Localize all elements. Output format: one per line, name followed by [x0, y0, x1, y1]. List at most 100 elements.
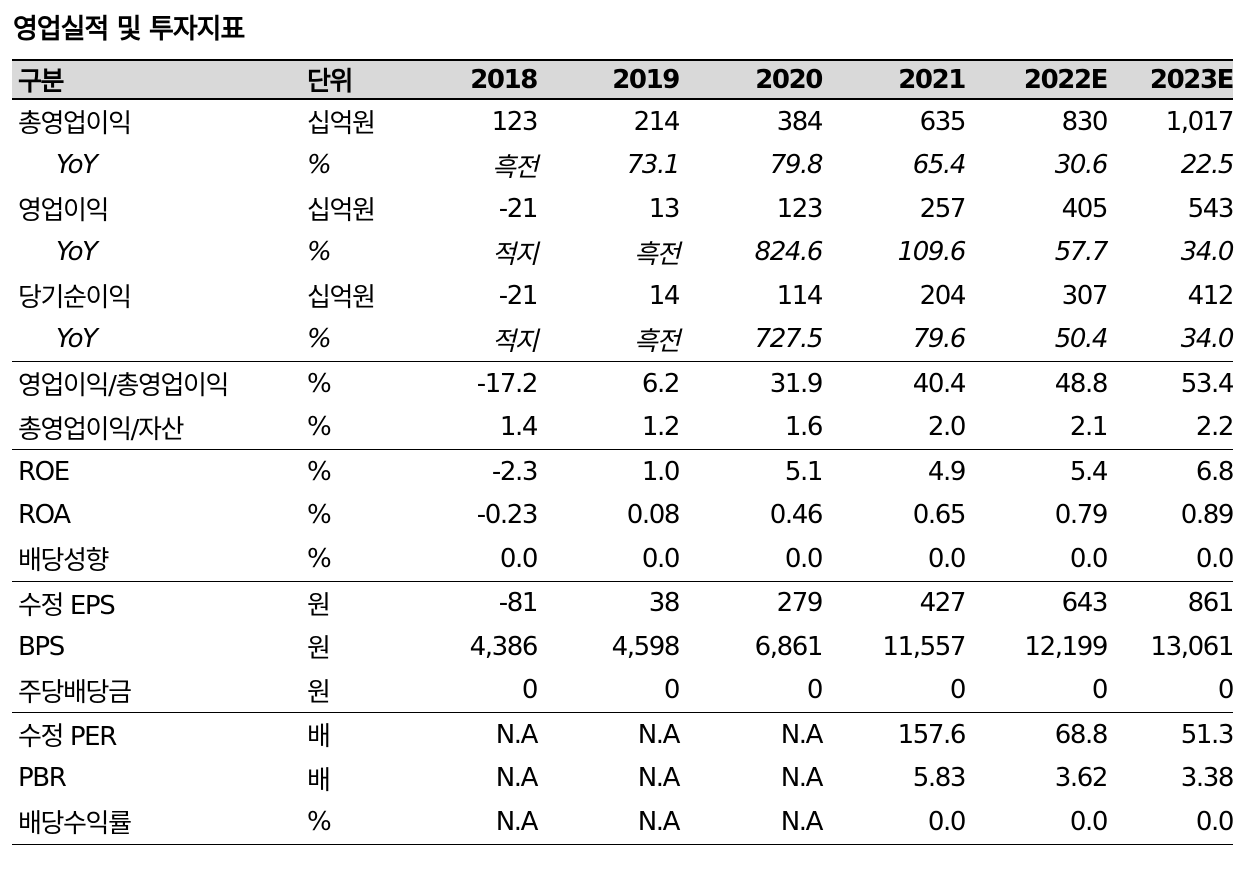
row-value: 51.3: [1107, 712, 1234, 757]
row-value: N.A: [637, 763, 681, 794]
table-row-yoy: YoY% 흑전 73.1 79.8 65.4 30.6 22.5: [12, 144, 1234, 188]
row-value: 6.8: [1107, 449, 1234, 494]
row-label: PBR: [18, 763, 67, 794]
row-value: 727.5: [754, 324, 824, 355]
table-row: 총영업이익/자산% 1.4 1.2 1.6 2.0 2.1 2.2: [12, 406, 1235, 450]
row-value: N.A: [495, 763, 539, 794]
row-value: 57.7: [1054, 237, 1109, 268]
row-value: 68.8: [965, 712, 1108, 757]
row-unit: 원: [307, 580, 432, 625]
row-value: 13: [648, 193, 681, 224]
row-value: N.A: [537, 800, 680, 845]
row-label: 영업이익/총영업이익: [12, 361, 307, 406]
row-value: 65.4: [912, 150, 967, 181]
table-body: 총영업이익 십억원 123 214 384 635 830 1,017 YoY% 흑전 73.1 79…: [12, 99, 1235, 845]
row-value: 1,017: [1165, 106, 1235, 137]
row-value: 4.9: [822, 449, 966, 494]
row-value: 824.6: [754, 237, 824, 268]
header-unit: 단위: [307, 59, 432, 100]
row-label: 배당성향: [18, 546, 109, 577]
row-value: 123: [776, 193, 824, 224]
header-year: 2022E: [965, 59, 1108, 100]
table-row-yoy: YoY% 적지 흑전 727.5 79.6 50.4 34.0: [12, 318, 1235, 362]
row-value: -81: [432, 580, 538, 625]
row-value: N.A: [679, 800, 823, 845]
row-value: 79.6: [912, 324, 967, 355]
table-row: 수정 EPS 원 -81 38 279 427 643 861: [12, 580, 1234, 625]
row-value: -21: [498, 280, 539, 311]
row-value: -2.3: [432, 449, 538, 494]
table-row: 배당성향% 0.0 0.0 0.0 0.0 0.0 0.0: [12, 537, 1235, 581]
header-year: 2023E: [1107, 59, 1234, 100]
row-value: 14: [648, 280, 681, 311]
row-value: 50.4: [1054, 324, 1109, 355]
row-value: 4,598: [611, 631, 681, 662]
table-row: 주당배당금 원 0 0 0 0 0 0: [12, 669, 1235, 713]
row-value: N.A: [679, 712, 823, 757]
row-value: 2.2: [1195, 412, 1235, 443]
table-row-yoy: YoY% 적지 흑전 824.6 109.6 57.7 34.0: [12, 231, 1234, 275]
header-category: 구분: [12, 59, 307, 100]
row-value: 0.0: [1069, 543, 1109, 574]
row-label: 총영업이익: [18, 109, 132, 140]
row-unit: %: [307, 543, 332, 574]
row-unit: %: [307, 449, 432, 494]
row-value: 0.0: [784, 543, 824, 574]
row-value: 543: [1187, 193, 1235, 224]
row-value: N.A: [780, 763, 824, 794]
row-value: 861: [1107, 580, 1234, 625]
table-row: 영업이익 십억원 -21 13 123 257 405 543: [12, 187, 1235, 231]
row-label: 주당배당금: [18, 677, 132, 708]
row-value: 흑전: [491, 152, 538, 183]
row-value: 830: [1061, 106, 1109, 137]
row-value: 0: [663, 675, 681, 706]
row-value: 1.2: [641, 412, 681, 443]
table-row: PBR 배 N.A N.A N.A 5.83 3.62 3.38: [12, 757, 1234, 801]
row-value: 114: [776, 280, 824, 311]
row-label: 총영업이익/자산: [18, 414, 184, 445]
row-value: 157.6: [822, 712, 966, 757]
row-unit: 원: [307, 634, 331, 665]
row-value: 5.4: [965, 449, 1108, 494]
row-label: BPS: [18, 631, 65, 662]
row-label: YoY: [56, 237, 98, 268]
row-value: 38: [537, 580, 680, 625]
row-value: 0.0: [499, 543, 539, 574]
row-value: 0: [949, 675, 967, 706]
row-value: 11,557: [882, 631, 966, 662]
row-value: 5.1: [679, 449, 823, 494]
row-value: 204: [919, 280, 967, 311]
header-year: 2018: [432, 59, 538, 100]
table-row: ROA% -0.23 0.08 0.46 0.65 0.79 0.89: [12, 494, 1234, 538]
row-value: 3.62: [1054, 763, 1109, 794]
row-value: 0: [1217, 675, 1235, 706]
header-year: 2020: [679, 59, 823, 100]
row-value: 0.46: [769, 500, 824, 531]
row-value: 2.0: [927, 412, 967, 443]
row-value: -0.23: [476, 500, 539, 531]
row-unit: 배: [307, 765, 331, 796]
row-value: 0.0: [1195, 543, 1235, 574]
row-value: 384: [776, 106, 824, 137]
row-value: 2.1: [1069, 412, 1109, 443]
row-unit: 십억원: [307, 283, 376, 314]
row-value: 53.4: [1107, 361, 1234, 406]
row-value: 279: [679, 580, 823, 625]
row-label: 수정 EPS: [12, 580, 307, 625]
row-unit: 배: [307, 712, 432, 757]
row-value: 0: [1091, 675, 1109, 706]
financial-table: 구분 단위 2018 2019 2020 2021 2022E 2023E 총영…: [12, 59, 1235, 845]
row-value: 30.6: [1054, 150, 1109, 181]
row-value: 427: [822, 580, 966, 625]
row-value: 405: [1061, 193, 1109, 224]
row-value: 34.0: [1180, 324, 1235, 355]
table-title: 영업실적 및 투자지표: [13, 14, 245, 45]
table-row: 수정 PER 배 N.A N.A N.A 157.6 68.8 51.3: [12, 712, 1234, 757]
row-value: 1.4: [499, 412, 539, 443]
row-value: 13,061: [1150, 631, 1234, 662]
table-row: BPS 원 4,386 4,598 6,861 11,557 12,199 13,061: [12, 625, 1234, 669]
row-label: 배당수익률: [12, 800, 307, 845]
row-unit: %: [307, 500, 332, 531]
row-value: -17.2: [432, 361, 538, 406]
header-year: 2019: [537, 59, 680, 100]
